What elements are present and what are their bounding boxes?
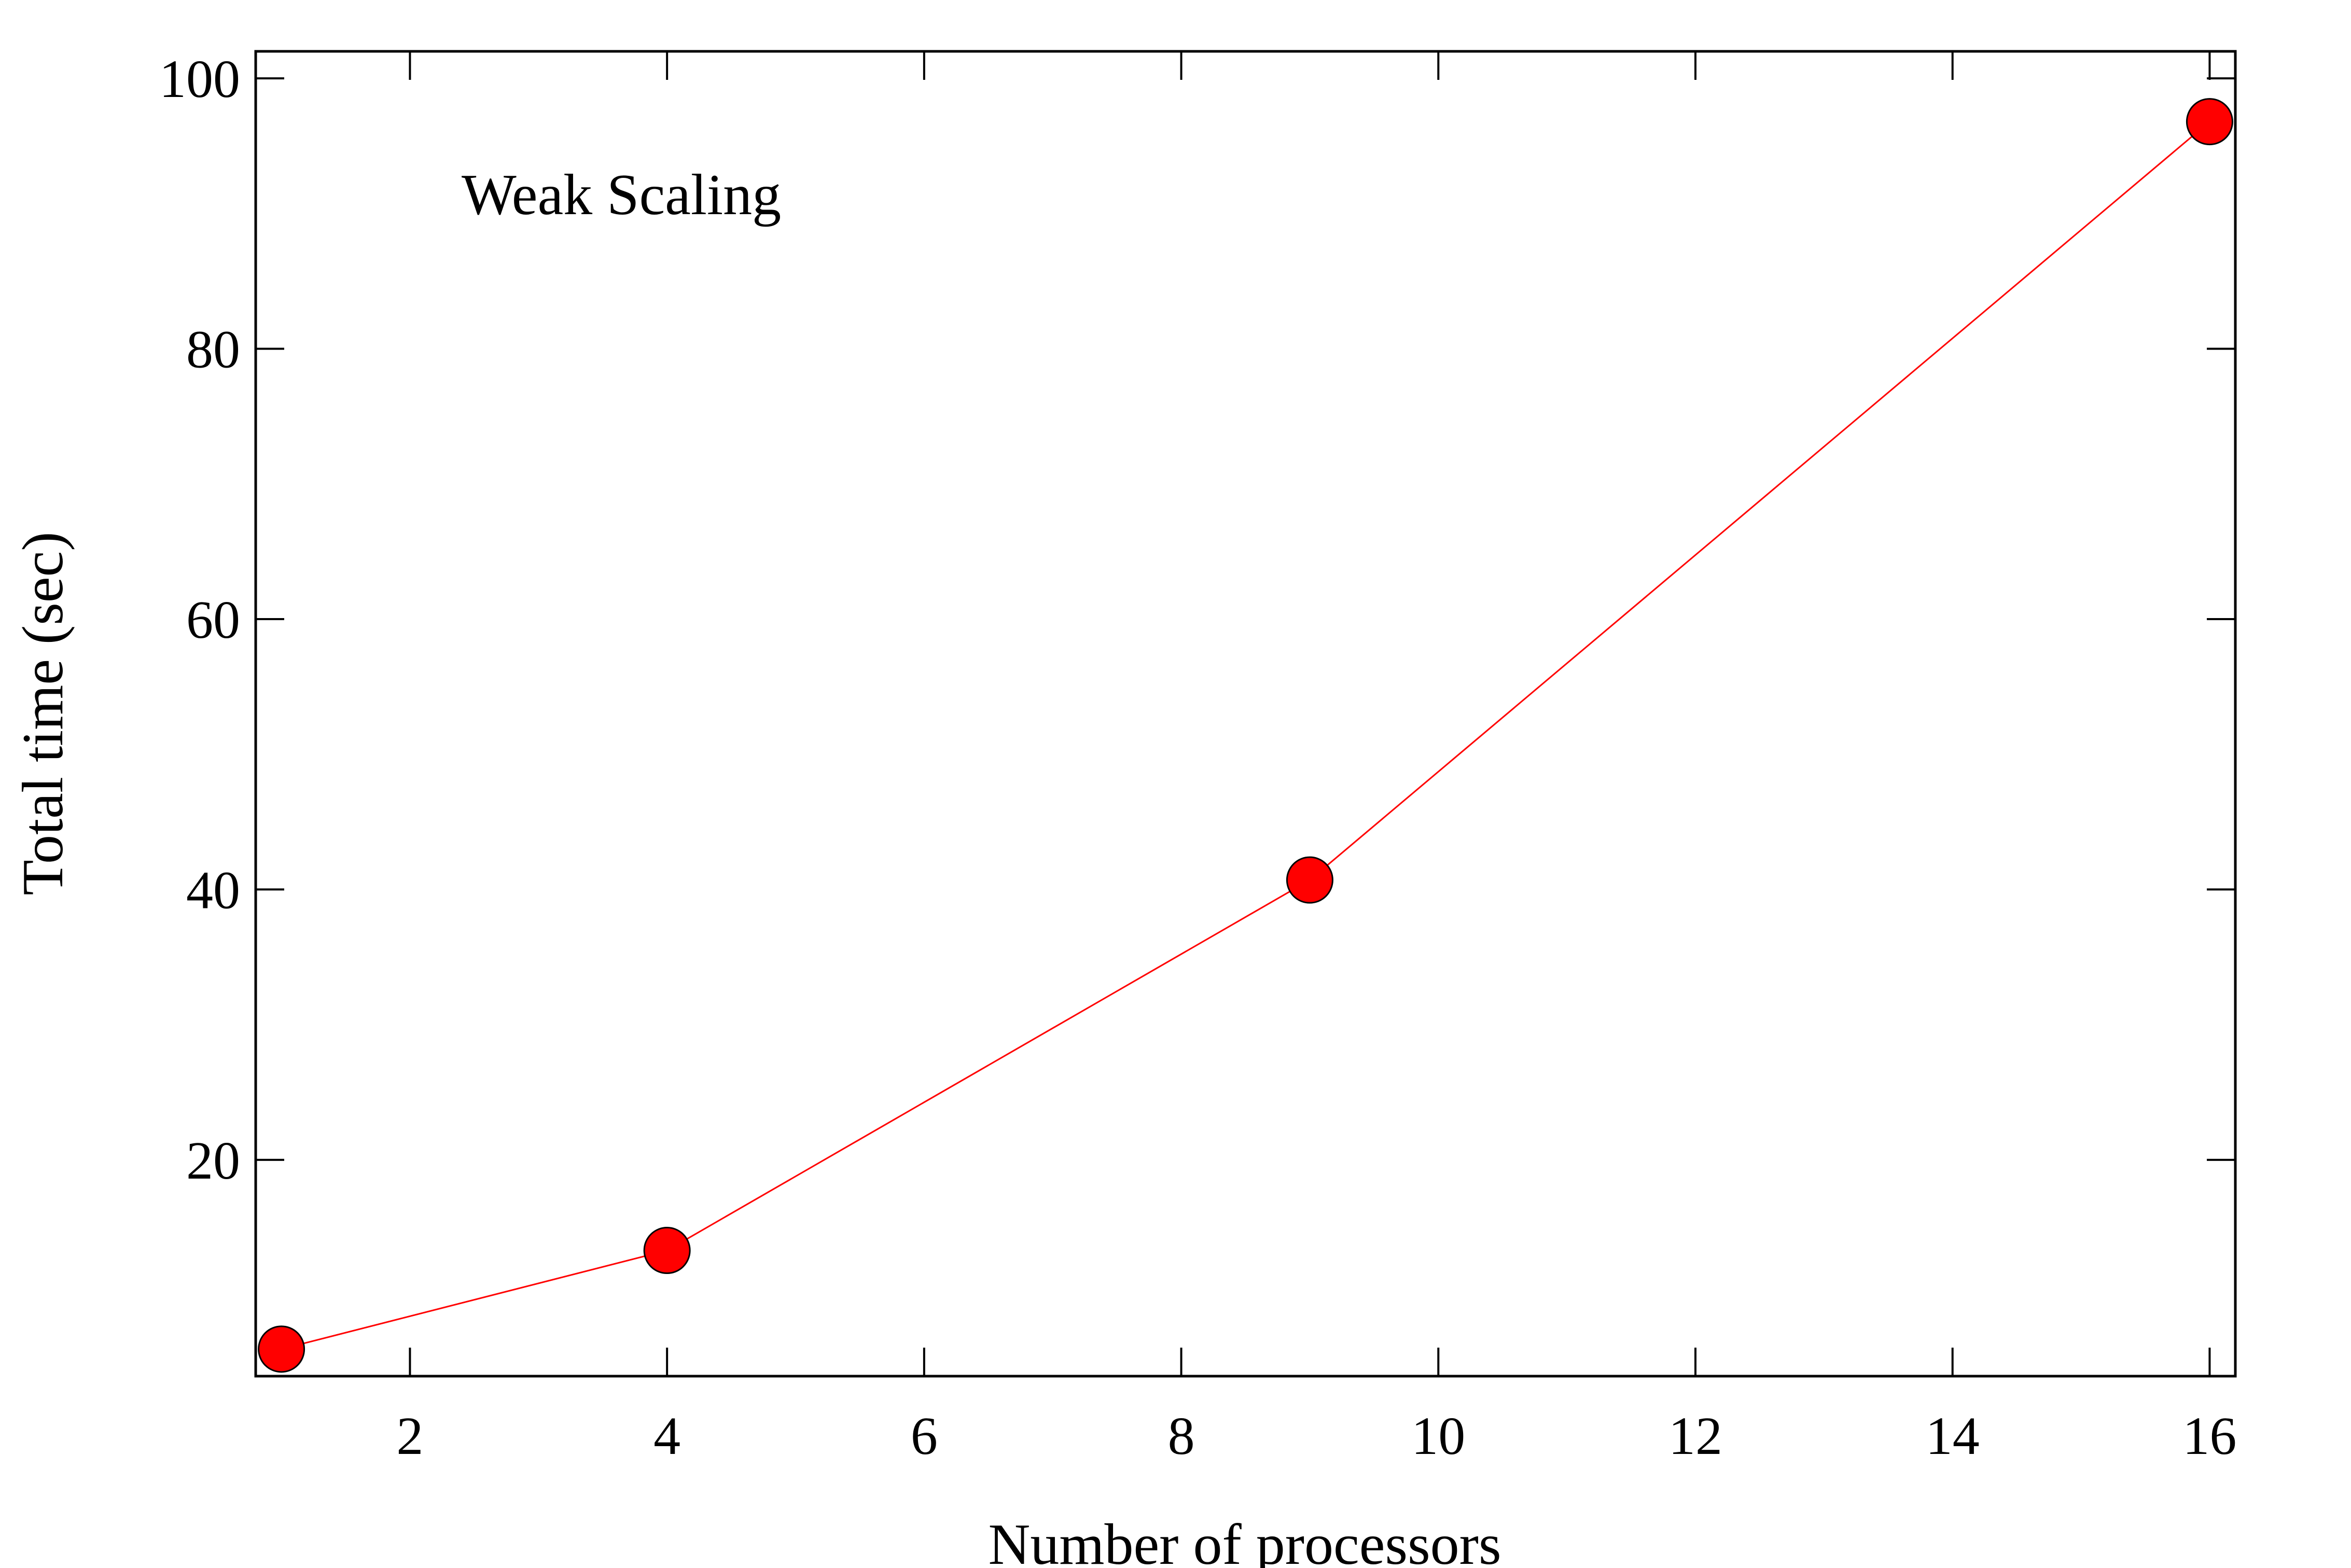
x-tick-label-12: 12 bbox=[1668, 1406, 1722, 1466]
y-axis-label: Total time (sec) bbox=[11, 531, 75, 895]
plot-area bbox=[254, 50, 2237, 1378]
x-tick-label-10: 10 bbox=[1411, 1406, 1465, 1466]
data-point-1 bbox=[258, 1325, 305, 1373]
x-tick-label-2: 2 bbox=[396, 1406, 423, 1466]
x-tick-label-14: 14 bbox=[1926, 1406, 1980, 1466]
x-tick-label-16: 16 bbox=[2182, 1406, 2236, 1466]
x-tick-label-6: 6 bbox=[911, 1406, 938, 1466]
y-tick-label-60: 60 bbox=[186, 590, 240, 650]
x-axis-ticks: 2 4 6 8 10 12 14 16 bbox=[396, 51, 2236, 1466]
annotation-weak-scaling: Weak Scaling bbox=[462, 163, 781, 227]
x-tick-label-4: 4 bbox=[653, 1406, 680, 1466]
y-tick-label-40: 40 bbox=[186, 860, 240, 920]
y-tick-label-20: 20 bbox=[186, 1131, 240, 1191]
data-point-16 bbox=[2186, 98, 2233, 146]
data-point-9 bbox=[1286, 856, 1333, 904]
series-line bbox=[281, 121, 2210, 1350]
x-axis-label: Number of processors bbox=[988, 1513, 1501, 1568]
y-tick-label-80: 80 bbox=[186, 320, 240, 380]
y-axis-ticks: 20 40 60 80 100 bbox=[159, 49, 2235, 1191]
x-tick-label-8: 8 bbox=[1168, 1406, 1195, 1466]
y-tick-label-100: 100 bbox=[159, 49, 240, 109]
data-points bbox=[258, 98, 2233, 1373]
data-point-4 bbox=[643, 1227, 691, 1275]
